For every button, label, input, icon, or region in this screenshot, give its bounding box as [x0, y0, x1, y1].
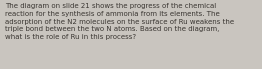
Text: The diagram on slide 21 shows the progress of the chemical
reaction for the synt: The diagram on slide 21 shows the progre…: [5, 3, 234, 40]
